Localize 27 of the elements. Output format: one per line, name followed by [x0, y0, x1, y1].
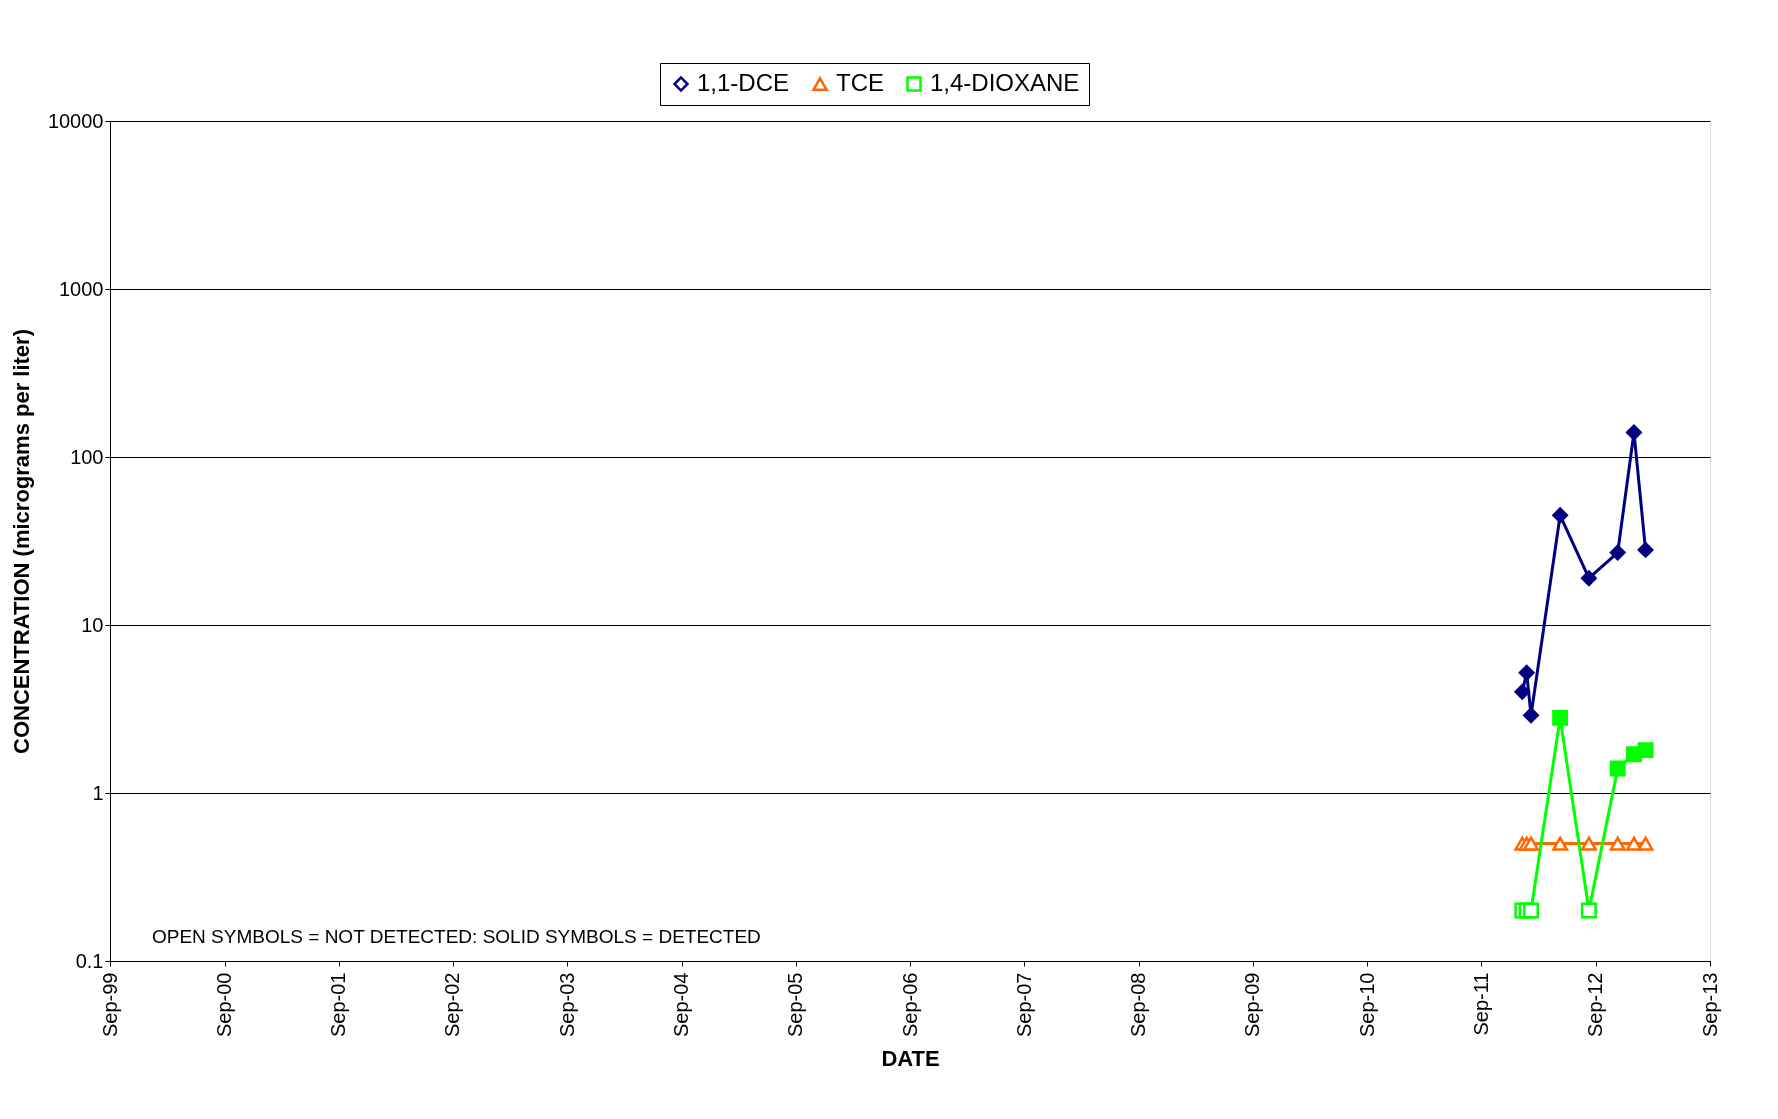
- x-tick-label: Sep-00: [213, 972, 236, 1037]
- y-tick-label: 0.1: [75, 949, 104, 972]
- x-tick-label: Sep-10: [1355, 972, 1378, 1037]
- x-tick-label: Sep-02: [441, 972, 464, 1037]
- x-tick-label: Sep-08: [1127, 972, 1150, 1037]
- y-tick-label: 100: [70, 445, 104, 468]
- x-tick-label: Sep-99: [98, 972, 121, 1037]
- x-tick-label: Sep-03: [555, 972, 578, 1037]
- x-tick-label: Sep-04: [670, 972, 693, 1037]
- x-tick-label: Sep-12: [1584, 972, 1607, 1037]
- y-tick-label: 1000: [59, 277, 104, 300]
- legend-label: 1,1-DCE: [697, 69, 790, 96]
- y-tick-label: 10: [81, 613, 104, 636]
- x-tick-label: Sep-06: [898, 972, 921, 1037]
- legend-label: TCE: [836, 69, 884, 96]
- x-tick-label: Sep-01: [327, 972, 350, 1037]
- annotation: OPEN SYMBOLS = NOT DETECTED: SOLID SYMBOLS = DETECTED: [152, 926, 761, 947]
- y-axis-title: CONCENTRATION (micrograms per liter): [8, 329, 34, 754]
- y-tick-label: 10000: [47, 109, 104, 132]
- legend-label: 1,4-DIOXANE: [930, 69, 1080, 96]
- x-axis-title: DATE: [881, 1045, 940, 1071]
- y-tick-label: 1: [92, 781, 104, 804]
- x-tick-label: Sep-07: [1012, 972, 1035, 1037]
- x-tick-label: Sep-13: [1698, 972, 1721, 1037]
- x-tick-label: Sep-05: [784, 972, 807, 1037]
- x-tick-label: Sep-11: [1469, 972, 1492, 1036]
- x-tick-label: Sep-09: [1241, 972, 1264, 1037]
